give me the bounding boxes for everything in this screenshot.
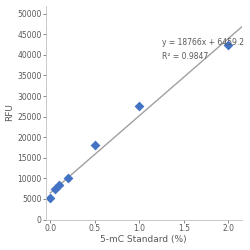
Point	[48, 196, 52, 200]
Text: y = 18766x + 6459.2
R² = 0.9847: y = 18766x + 6459.2 R² = 0.9847	[162, 38, 244, 61]
Point	[57, 182, 61, 186]
Point	[66, 176, 70, 180]
X-axis label: 5-mC Standard (%): 5-mC Standard (%)	[100, 236, 187, 244]
Point	[53, 187, 57, 191]
Y-axis label: RFU: RFU	[6, 104, 15, 122]
Point	[93, 144, 97, 148]
Point	[226, 43, 230, 47]
Point	[137, 104, 141, 108]
